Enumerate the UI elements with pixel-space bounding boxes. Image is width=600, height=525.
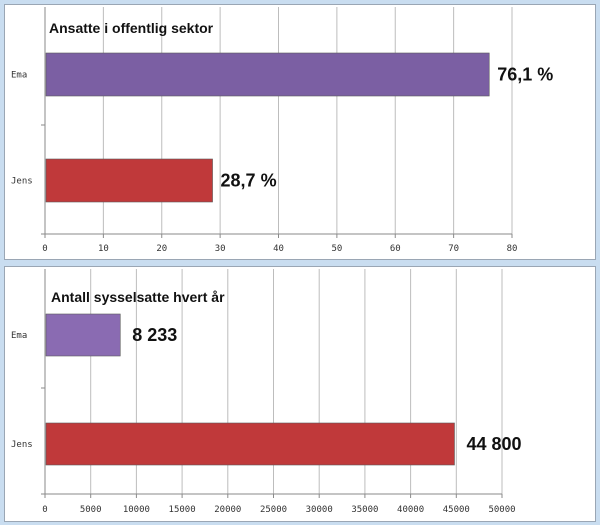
x-tick-label: 50000	[488, 505, 515, 515]
x-tick-label: 0	[42, 505, 47, 515]
x-tick-label: 20000	[214, 505, 241, 515]
data-label-ema: 8 233	[132, 325, 177, 345]
x-tick-label: 45000	[443, 505, 470, 515]
x-tick-label: 70	[448, 244, 459, 254]
category-label-jens: Jens	[11, 440, 33, 450]
x-tick-label: 15000	[169, 505, 196, 515]
x-tick-label: 10000	[123, 505, 150, 515]
category-label-ema: Ema	[11, 331, 27, 341]
chart-panel-public-sector: 0 10 20 30 40 50 60 70 80 Ema 76,1 % Jens 28,7 % Ansa…	[4, 4, 596, 260]
chart-title: Antall sysselsatte hvert år	[51, 289, 225, 305]
chart-panel-employed: 0 5000 10000 15000 20000 25000 30000 35000 40000…	[4, 266, 596, 522]
bar-jens	[45, 158, 213, 203]
bar-ema	[45, 52, 490, 97]
x-tick-label: 5000	[80, 505, 102, 515]
x-tick-label: 35000	[351, 505, 378, 515]
x-tick-label: 0	[42, 244, 47, 254]
x-tick-label: 40	[273, 244, 284, 254]
x-tick-label: 25000	[260, 505, 287, 515]
x-tick-label: 60	[390, 244, 401, 254]
x-tick-label: 10	[98, 244, 109, 254]
bar-ema	[45, 313, 121, 357]
x-tick-label: 20	[156, 244, 167, 254]
bar-jens	[45, 422, 455, 466]
chart-title: Ansatte i offentlig sektor	[49, 20, 214, 36]
x-tick-label: 30000	[306, 505, 333, 515]
x-tick-label: 50	[331, 244, 342, 254]
x-tick-label: 40000	[397, 505, 424, 515]
chart-public-sector: 0 10 20 30 40 50 60 70 80 Ema 76,1 % Jens 28,7 % Ansa…	[11, 7, 553, 254]
data-label-ema: 76,1 %	[497, 65, 553, 85]
category-label-ema: Ema	[11, 71, 27, 81]
x-tick-label: 80	[507, 244, 518, 254]
data-label-jens: 44 800	[466, 434, 521, 454]
data-label-jens: 28,7 %	[221, 171, 277, 191]
category-label-jens: Jens	[11, 177, 33, 187]
chart-employed: 0 5000 10000 15000 20000 25000 30000 35000 40000…	[11, 269, 522, 515]
x-tick-label: 30	[215, 244, 226, 254]
